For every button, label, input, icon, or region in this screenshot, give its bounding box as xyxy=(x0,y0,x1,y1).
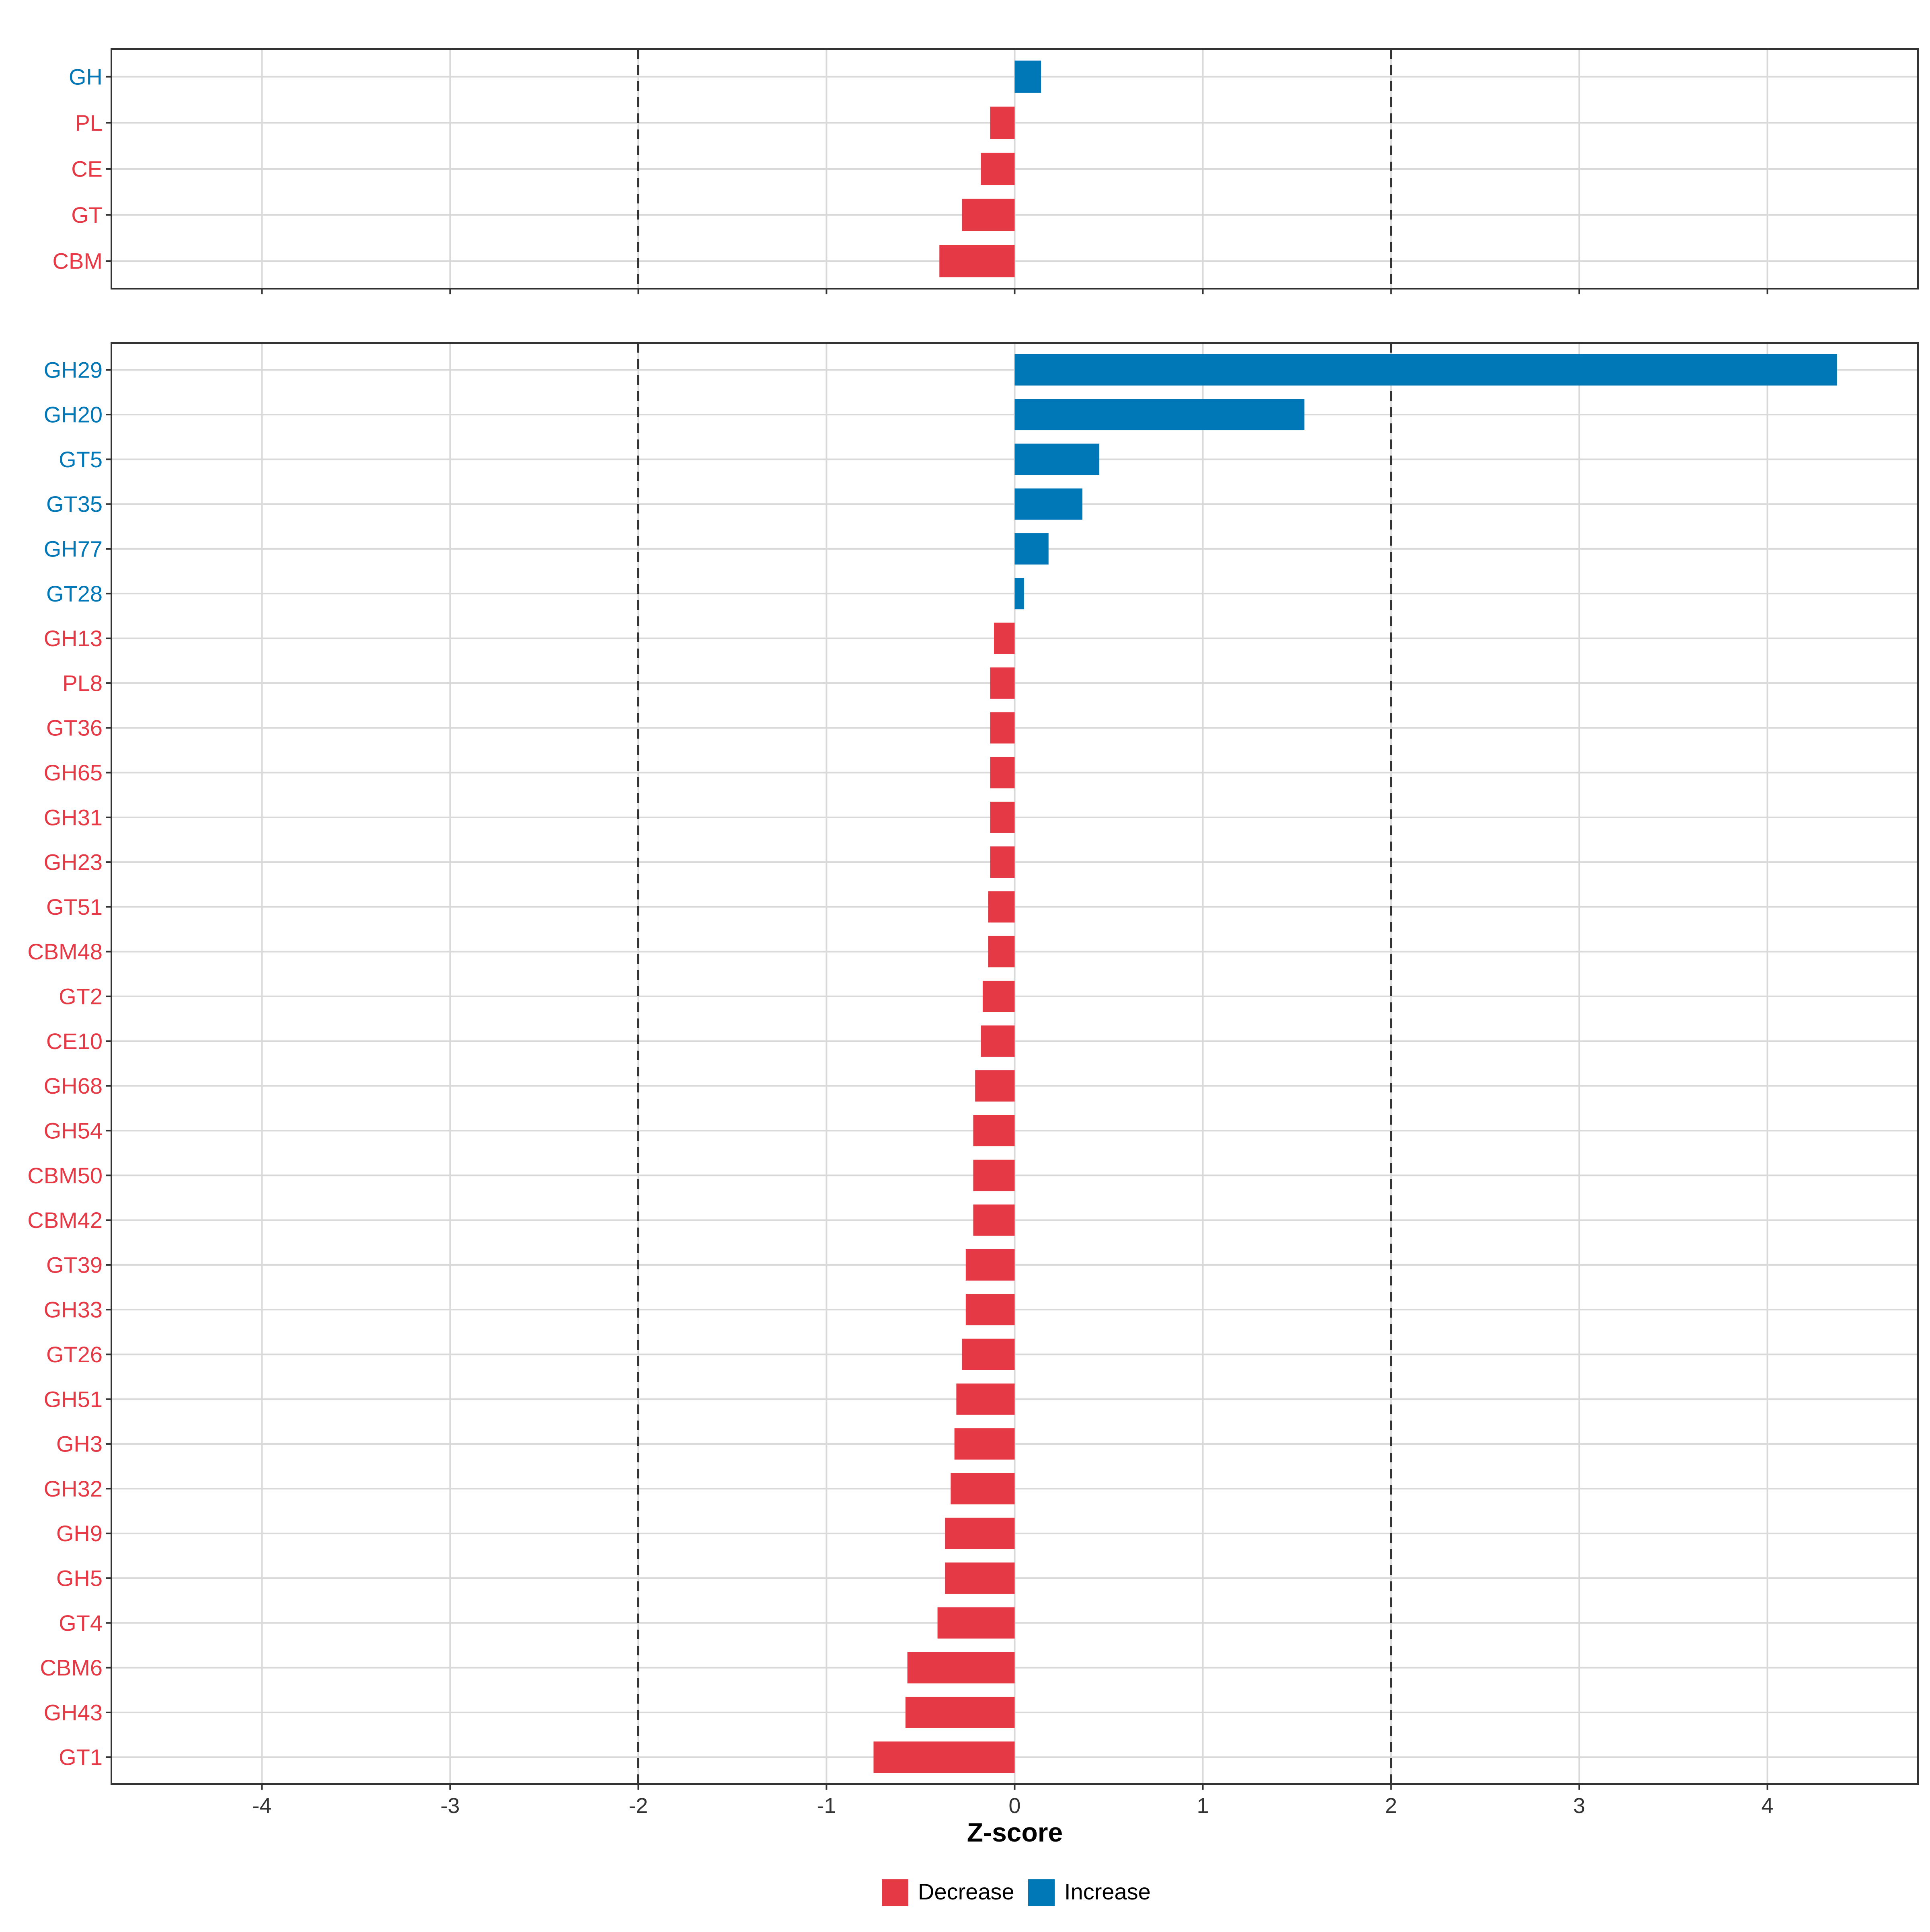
bottom-panel: GH29 GH20 GT5 GT35 GH77 GT28 GH13 PL8 GT36 GH65 GH… xyxy=(27,342,1919,1818)
y-tick-label: GT5 xyxy=(59,447,103,472)
y-tick-label: GH51 xyxy=(44,1386,103,1412)
bar-pl xyxy=(990,107,1015,139)
bar-gt5 xyxy=(1014,443,1100,475)
bar-ce xyxy=(981,152,1015,185)
bar-ce10 xyxy=(981,1025,1015,1057)
x-tick-label: -4 xyxy=(252,1794,271,1818)
bar-gh31 xyxy=(990,801,1015,833)
y-tick-label: GH65 xyxy=(44,760,103,785)
y-tick-label: CBM42 xyxy=(27,1207,103,1233)
y-tick-label: GT28 xyxy=(46,581,103,606)
y-tick-label: GT39 xyxy=(46,1252,103,1277)
bar-gh13 xyxy=(994,622,1015,654)
bar-gt1 xyxy=(873,1741,1015,1773)
y-tick-label: GH32 xyxy=(44,1476,103,1501)
bar-gh20 xyxy=(1014,399,1305,431)
y-tick-label: GT51 xyxy=(46,894,103,920)
y-tick-label: PL xyxy=(75,110,103,136)
y-tick-label: GH13 xyxy=(44,626,103,651)
x-tick-label: -2 xyxy=(628,1794,648,1818)
y-tick-label: GH31 xyxy=(44,805,103,830)
y-tick-label: GH3 xyxy=(56,1431,103,1457)
bar-gh33 xyxy=(965,1294,1015,1326)
bar-gt51 xyxy=(988,891,1015,923)
y-tick-label: GT2 xyxy=(59,984,103,1009)
x-tick-label: -1 xyxy=(817,1794,836,1818)
bar-gh5 xyxy=(945,1562,1015,1594)
bar-gt36 xyxy=(990,712,1015,744)
bar-cbm6 xyxy=(907,1652,1015,1684)
bar-gh68 xyxy=(975,1070,1015,1102)
y-tick-label: GT4 xyxy=(59,1610,103,1636)
bar-gh29 xyxy=(1014,354,1837,386)
x-tick-label: 3 xyxy=(1573,1794,1585,1818)
bar-gt4 xyxy=(937,1607,1015,1639)
y-tick-label: GT1 xyxy=(59,1745,103,1770)
y-tick-label: GH23 xyxy=(44,850,103,875)
legend: Decrease Increase xyxy=(882,1879,1151,1906)
x-axis-title: Z-score xyxy=(967,1817,1063,1847)
y-tick-label: GH77 xyxy=(44,536,103,562)
bar-cbm xyxy=(939,245,1015,277)
y-tick-label: GH54 xyxy=(44,1118,103,1143)
y-tick-label: GT26 xyxy=(46,1342,103,1367)
y-tick-label: GH20 xyxy=(44,402,103,427)
bar-gt xyxy=(962,199,1015,231)
bar-gt39 xyxy=(965,1249,1015,1281)
legend-label-increase: Increase xyxy=(1064,1879,1151,1904)
bar-gt35 xyxy=(1014,488,1082,520)
y-tick-label: CBM50 xyxy=(27,1163,103,1188)
y-tick-label: GT35 xyxy=(46,491,103,517)
y-tick-label: GT xyxy=(71,202,103,228)
bar-gh43 xyxy=(905,1696,1015,1728)
bar-gh32 xyxy=(951,1473,1015,1505)
x-tick-label: 2 xyxy=(1385,1794,1397,1818)
bar-gh3 xyxy=(954,1428,1015,1460)
y-tick-label: GH9 xyxy=(56,1521,103,1546)
bar-gh65 xyxy=(990,757,1015,788)
bar-cbm48 xyxy=(988,936,1015,967)
y-tick-label: CE xyxy=(71,156,103,182)
x-tick-label: 4 xyxy=(1762,1794,1774,1818)
bar-cbm42 xyxy=(973,1204,1015,1236)
bar-gh9 xyxy=(945,1517,1015,1549)
legend-label-decrease: Decrease xyxy=(918,1879,1014,1904)
y-tick-label: CBM xyxy=(53,248,103,274)
y-tick-label: CBM48 xyxy=(27,939,103,964)
x-tick-label: 0 xyxy=(1008,1794,1020,1818)
y-tick-label: GH43 xyxy=(44,1700,103,1725)
y-tick-label: CBM6 xyxy=(40,1655,103,1680)
bar-gh xyxy=(1014,60,1041,93)
y-tick-label: GH68 xyxy=(44,1073,103,1098)
y-tick-label: GH29 xyxy=(44,357,103,382)
bar-gt26 xyxy=(962,1339,1015,1370)
bar-gt28 xyxy=(1014,578,1024,610)
y-tick-label: CE10 xyxy=(46,1029,103,1054)
x-tick-label: -3 xyxy=(440,1794,460,1818)
y-tick-label: GH33 xyxy=(44,1297,103,1322)
y-tick-label: PL8 xyxy=(62,670,103,696)
bar-gh23 xyxy=(990,846,1015,878)
y-tick-label: GH xyxy=(69,64,103,89)
bar-gh54 xyxy=(973,1115,1015,1146)
bar-cbm50 xyxy=(973,1160,1015,1191)
bar-gh77 xyxy=(1014,533,1049,565)
top-panel: GH PL CE GT CBM xyxy=(53,48,1919,294)
y-tick-label: GH5 xyxy=(56,1566,103,1591)
bar-gh51 xyxy=(956,1383,1015,1415)
legend-swatch-decrease xyxy=(882,1879,908,1906)
y-tick-label: GT36 xyxy=(46,715,103,741)
bar-pl8 xyxy=(990,667,1015,699)
legend-swatch-increase xyxy=(1028,1879,1055,1906)
bar-gt2 xyxy=(982,981,1015,1012)
x-tick-label: 1 xyxy=(1197,1794,1209,1818)
